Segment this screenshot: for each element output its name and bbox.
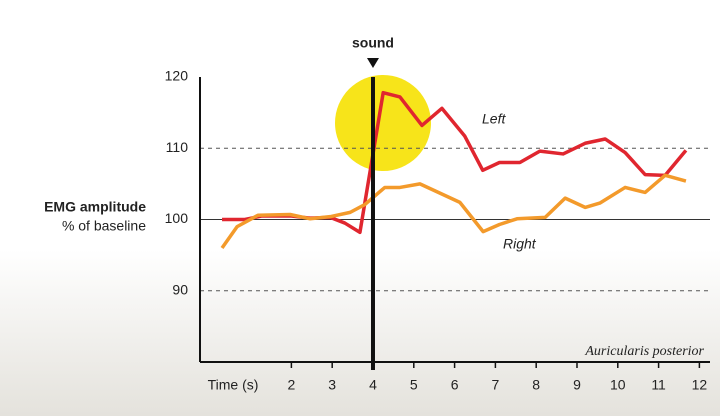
x-tick-label: 11	[651, 377, 666, 393]
sound-arrow	[366, 58, 379, 68]
x-tick-label: 7	[491, 377, 499, 393]
x-tick-label: 9	[573, 377, 581, 393]
x-tick-label: 6	[451, 377, 459, 393]
y-tick-label: 100	[165, 210, 189, 226]
x-tick-label: 3	[328, 377, 336, 393]
series-label: Right	[503, 236, 537, 252]
annotation: sound	[352, 35, 394, 51]
highlight-circle	[335, 75, 431, 171]
y-axis-label: EMG amplitude	[44, 199, 146, 215]
y-tick-label: 110	[166, 139, 189, 155]
x-axis-label: Time (s)	[208, 377, 259, 393]
y-axis-sublabel: % of baseline	[62, 218, 146, 234]
x-tick-label: 2	[287, 377, 295, 393]
x-tick-label: 10	[610, 377, 626, 393]
x-tick-label: 8	[532, 377, 540, 393]
series-label: Left	[482, 111, 506, 127]
caption: Auricularis posterior	[584, 344, 704, 359]
x-tick-label: 5	[410, 377, 418, 393]
x-tick-label: 4	[369, 377, 377, 393]
y-tick-label: 90	[172, 281, 188, 297]
series-line	[220, 173, 687, 250]
y-tick-label: 120	[165, 68, 189, 84]
x-tick-label: 12	[692, 377, 708, 393]
